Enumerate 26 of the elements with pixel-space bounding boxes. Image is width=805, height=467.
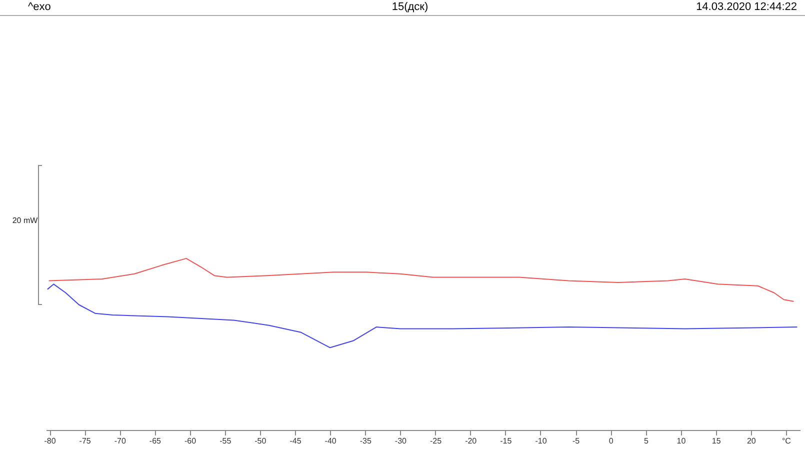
- x-tick-label: -80: [44, 436, 56, 446]
- x-tick-label: 0: [608, 436, 614, 446]
- x-tick-label: -55: [220, 436, 232, 446]
- x-tick-label: -75: [79, 436, 92, 446]
- y-axis-title: 20 mW: [12, 216, 38, 226]
- chart-title: 15(дск): [392, 1, 428, 13]
- x-tick-label: -65: [149, 436, 162, 446]
- x-tick-label: -5: [572, 436, 580, 446]
- x-tick-label: -25: [430, 436, 442, 446]
- x-tick-label: -60: [184, 436, 197, 446]
- x-tick-label: -10: [535, 436, 548, 446]
- x-tick-label: -15: [500, 436, 512, 446]
- x-tick-label: -40: [324, 436, 337, 446]
- x-tick-label: -35: [360, 436, 372, 446]
- x-tick-label: -20: [465, 436, 478, 446]
- text: 14.03.2020 12:44:22: [696, 1, 797, 13]
- x-tick-label: 5: [644, 436, 649, 446]
- x-tick-label: 20: [746, 436, 756, 446]
- x-tick-label: °C: [782, 436, 792, 446]
- x-tick-label: -45: [290, 436, 302, 446]
- x-tick-label: 10: [676, 436, 686, 446]
- x-tick-label: -50: [254, 436, 267, 446]
- text: ^exo: [28, 1, 51, 13]
- x-tick-label: -30: [394, 436, 408, 446]
- x-tick-label: -70: [114, 436, 126, 446]
- x-tick-label: 15: [712, 436, 722, 446]
